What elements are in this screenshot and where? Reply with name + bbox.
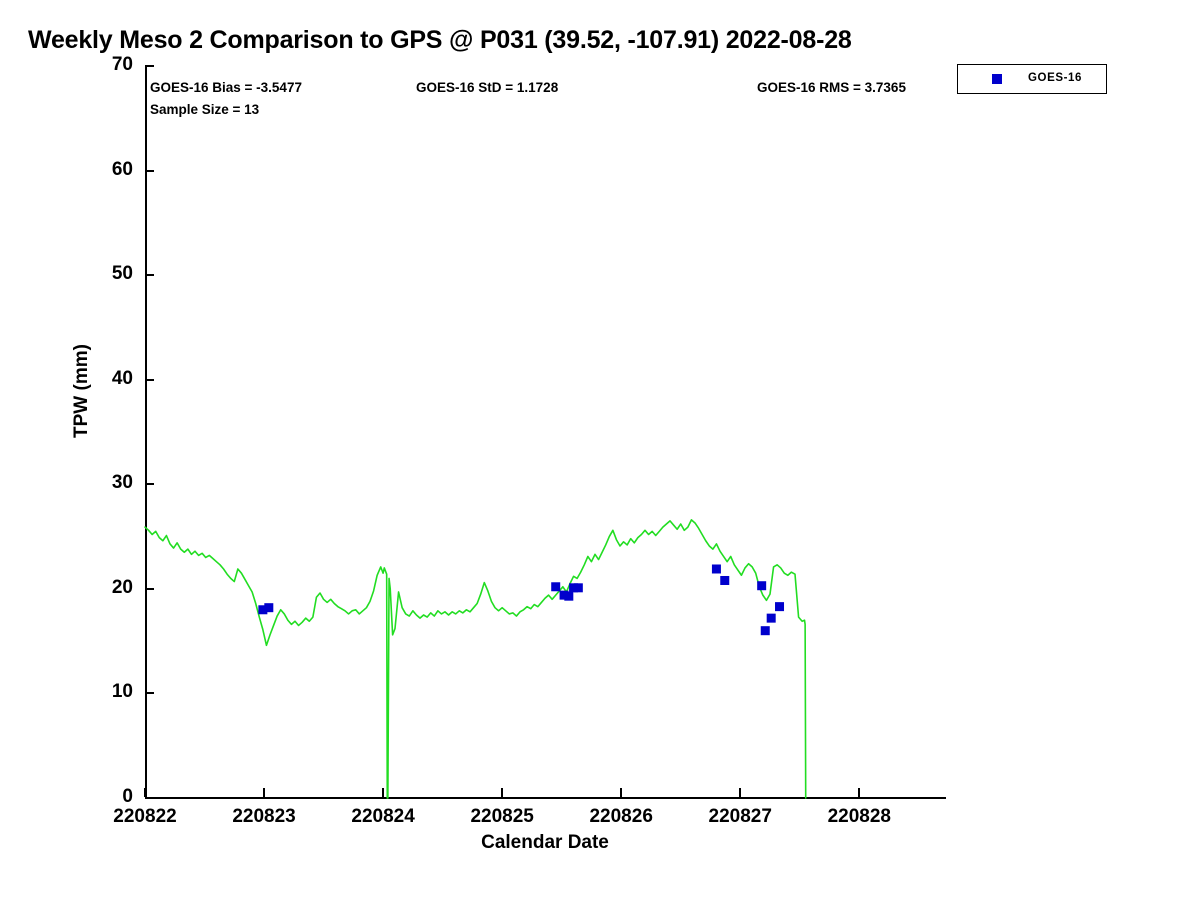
data-point-goes16	[766, 613, 776, 623]
data-point-goes16	[760, 626, 770, 636]
x-tick-label: 220826	[589, 806, 653, 827]
x-tick-mark	[144, 788, 146, 797]
stat-bias: GOES-16 Bias = -3.5477	[150, 80, 302, 95]
gps-line-path	[144, 519, 807, 799]
y-tick-label: 0	[122, 786, 133, 807]
y-tick-mark	[145, 587, 154, 590]
x-tick-mark	[858, 788, 861, 797]
x-tick-label: 220822	[113, 806, 177, 827]
y-tick-label: 20	[111, 576, 133, 598]
x-tick-mark	[501, 788, 504, 797]
data-point-goes16	[573, 583, 583, 593]
data-point-goes16	[711, 564, 721, 574]
page-title: Weekly Meso 2 Comparison to GPS @ P031 (…	[28, 26, 852, 54]
data-point-goes16	[559, 590, 569, 600]
y-tick-label: 10	[111, 681, 133, 703]
stat-rms: GOES-16 RMS = 3.7365	[757, 80, 906, 95]
x-tick-mark	[739, 788, 742, 797]
x-tick-mark	[382, 788, 385, 797]
x-tick-label: 220823	[232, 806, 296, 827]
y-tick-mark	[145, 378, 154, 381]
data-point-goes16	[775, 602, 785, 612]
legend-swatch-square	[992, 74, 1002, 84]
x-tick-label: 220828	[827, 806, 891, 827]
y-tick-label: 30	[111, 472, 133, 494]
legend-marker-goes16	[991, 73, 1003, 85]
x-axis-line	[145, 797, 946, 799]
y-tick-mark	[145, 65, 154, 67]
x-tick-mark	[620, 788, 623, 797]
x-axis-label: Calendar Date	[481, 832, 609, 853]
stat-std: GOES-16 StD = 1.1728	[416, 80, 559, 95]
y-tick-mark	[145, 274, 154, 277]
y-tick-mark	[145, 797, 154, 799]
legend: GOES-16	[957, 64, 1107, 94]
data-point-goes16	[551, 582, 561, 592]
y-tick-label: 50	[111, 263, 133, 285]
x-tick-label: 220824	[351, 806, 415, 827]
legend-label-goes16: GOES-16	[1028, 72, 1083, 84]
x-tick-label: 220827	[708, 806, 772, 827]
y-tick-label: 70	[111, 54, 133, 75]
data-point-goes16	[720, 575, 730, 585]
x-tick-mark	[263, 788, 266, 797]
x-tick-label: 220825	[470, 806, 534, 827]
y-tick-mark	[145, 483, 154, 486]
data-point-goes16	[569, 583, 579, 593]
y-tick-mark	[145, 169, 154, 172]
data-point-goes16	[264, 603, 274, 613]
y-tick-label: 40	[111, 367, 133, 389]
gps-line-series	[144, 519, 807, 799]
stat-sample-size: Sample Size = 13	[150, 102, 260, 117]
y-axis-line	[145, 66, 147, 799]
data-point-goes16	[757, 581, 767, 591]
data-point-goes16	[564, 591, 574, 601]
y-tick-label: 60	[111, 158, 133, 180]
y-tick-mark	[145, 692, 154, 695]
data-point-goes16	[258, 605, 268, 615]
goes16-scatter-series	[258, 564, 785, 636]
